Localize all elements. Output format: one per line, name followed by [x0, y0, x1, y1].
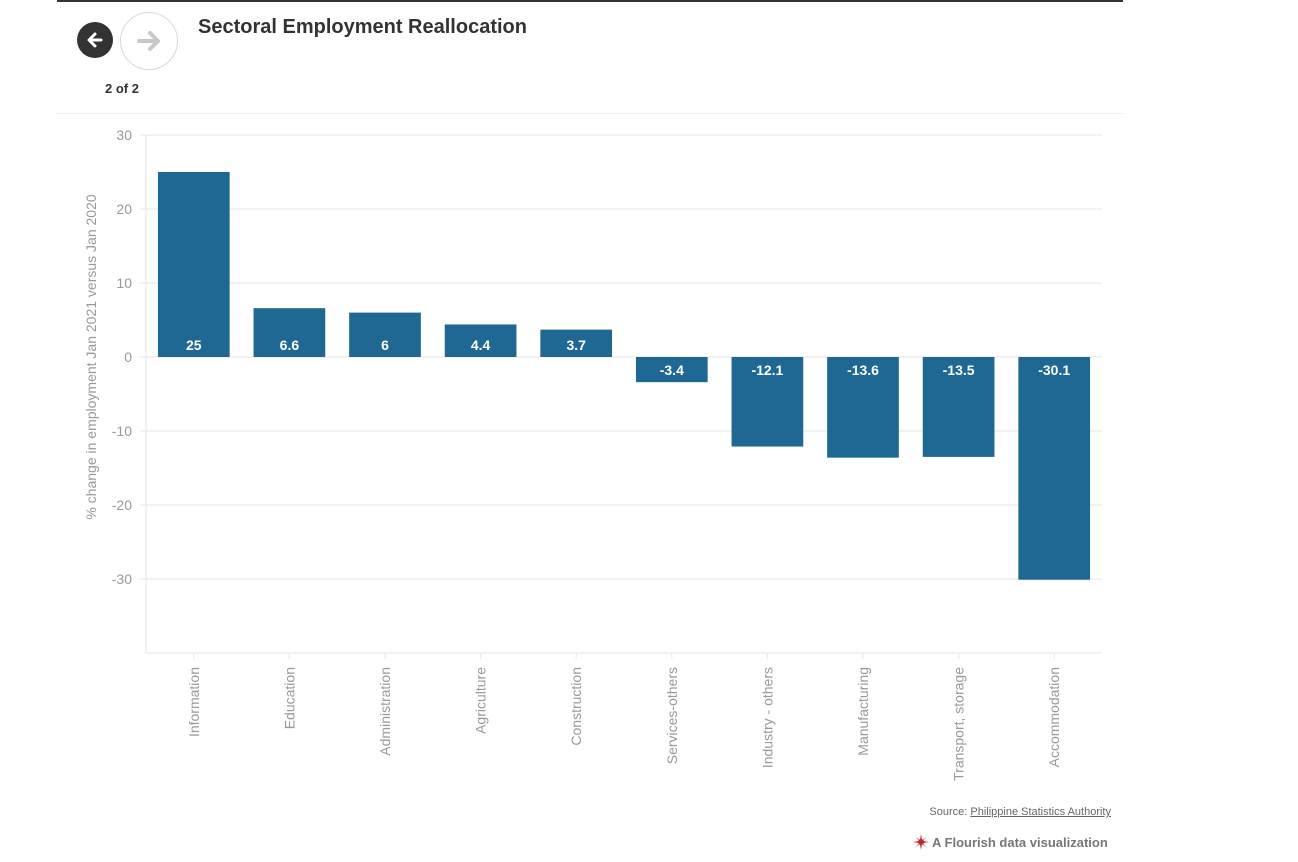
flourish-star-icon: [913, 834, 929, 850]
data-label: -30.1: [1038, 362, 1070, 378]
x-tick-label: Manufacturing: [855, 667, 871, 756]
bar: [1018, 357, 1091, 580]
top-rule: [57, 0, 1123, 2]
source-note: Source: Philippine Statistics Authority: [929, 806, 1111, 818]
y-tick-label: -10: [112, 423, 132, 439]
bar-chart: 30 20 10 0 -10 -20 -30 % change in employment J…: [83, 127, 1102, 781]
bar: [253, 308, 326, 357]
bar: [827, 357, 899, 458]
bar: [157, 172, 230, 357]
credit-label: A Flourish data visualization: [932, 834, 1108, 850]
data-label: 6: [381, 337, 389, 353]
data-label: -13.6: [847, 362, 879, 378]
previous-button[interactable]: [77, 22, 113, 58]
data-label: 6.6: [280, 337, 300, 353]
data-label: -12.1: [751, 362, 783, 378]
source-prefix: Source:: [929, 806, 971, 818]
x-tick-label: Education: [281, 667, 297, 729]
data-label: 25: [186, 337, 202, 353]
y-tick-label: 30: [116, 127, 132, 143]
y-tick-label: 20: [116, 201, 132, 217]
x-tick-label: Accommodation: [1046, 667, 1062, 767]
data-label: 3.7: [566, 337, 586, 353]
x-tick-label: Transport, storage: [951, 667, 967, 781]
bar: [922, 357, 995, 457]
bar: [540, 329, 613, 357]
x-tick-label: Construction: [568, 667, 584, 746]
arrow-right-icon: [137, 31, 160, 51]
y-tick-label: -20: [112, 497, 132, 513]
bar: [444, 324, 517, 357]
next-button[interactable]: [120, 12, 178, 70]
slide-counter: 2 of 2: [105, 81, 139, 96]
y-tick-label: 0: [124, 349, 132, 365]
bar: [635, 357, 708, 383]
y-tick-label: 10: [116, 275, 132, 291]
y-tick-label: -30: [112, 571, 132, 587]
x-tick-label: Services-others: [664, 667, 680, 764]
bar: [349, 312, 421, 357]
arrow-left-icon: [87, 32, 103, 48]
x-tick-label: Information: [186, 667, 202, 737]
header-divider: [57, 113, 1123, 114]
source-link[interactable]: Philippine Statistics Authority: [970, 806, 1111, 818]
bar: [731, 357, 804, 447]
flourish-credit[interactable]: A Flourish data visualization: [913, 834, 1108, 850]
y-axis-title: % change in employment Jan 2021 versus J…: [83, 194, 99, 520]
data-label: -13.5: [943, 362, 975, 378]
data-label: 4.4: [471, 337, 491, 353]
chart-title: Sectoral Employment Reallocation: [198, 16, 527, 38]
x-tick-label: Administration: [377, 667, 393, 756]
data-label: -3.4: [660, 362, 684, 378]
x-tick-label: Industry - others: [759, 667, 775, 768]
x-tick-label: Agriculture: [473, 667, 489, 734]
